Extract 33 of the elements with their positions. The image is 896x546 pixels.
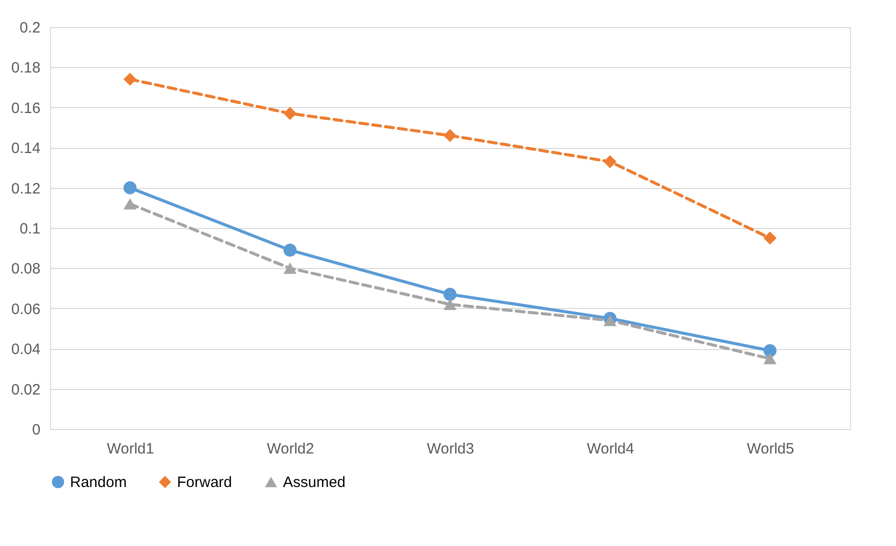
x-tick-label: World1 (106, 440, 154, 458)
point (443, 288, 457, 301)
point (123, 181, 137, 194)
x-tick-label: World5 (746, 440, 794, 458)
y-tick-label: 0.12 (11, 180, 40, 198)
legend-label: Assumed (283, 474, 346, 491)
legend-label: Random (70, 474, 127, 491)
y-tick-label: 0.2 (20, 20, 40, 36)
legend-label: Forward (177, 474, 232, 491)
point (123, 198, 137, 210)
y-tick-label: 0.08 (11, 260, 40, 278)
point (763, 232, 777, 245)
y-tick-label: 0 (32, 422, 40, 438)
point (283, 244, 297, 257)
point (283, 106, 297, 120)
y-tick-label: 0.16 (11, 100, 40, 117)
y-tick-label: 0.02 (11, 381, 40, 398)
point (123, 72, 137, 86)
y-tick-label: 0.06 (11, 300, 40, 318)
y-tick-label: 0.1 (20, 220, 40, 238)
y-tick-label: 0.18 (11, 60, 40, 77)
x-tick-label: World4 (586, 440, 634, 458)
y-tick-label: 0.04 (11, 341, 40, 358)
point (763, 344, 777, 358)
point (763, 353, 777, 364)
y-tick-label: 0.14 (11, 140, 40, 158)
point (443, 298, 457, 310)
x-tick-label: World3 (426, 440, 474, 458)
point (443, 129, 457, 142)
point (603, 314, 617, 326)
point (603, 155, 617, 168)
x-tick-label: World2 (266, 440, 314, 458)
point (283, 262, 297, 274)
